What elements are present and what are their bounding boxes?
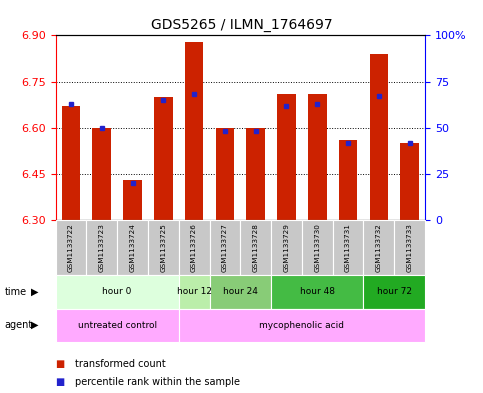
Bar xyxy=(246,128,265,220)
Bar xyxy=(400,143,419,220)
Bar xyxy=(308,94,327,220)
Bar xyxy=(123,180,142,220)
Bar xyxy=(277,94,296,220)
Text: GSM1133726: GSM1133726 xyxy=(191,223,197,272)
Bar xyxy=(240,220,271,275)
Bar xyxy=(394,220,425,275)
Text: GDS5265 / ILMN_1764697: GDS5265 / ILMN_1764697 xyxy=(151,18,332,32)
Bar xyxy=(179,220,210,275)
Text: ■: ■ xyxy=(56,377,68,387)
Text: hour 48: hour 48 xyxy=(300,287,335,296)
Bar xyxy=(271,275,364,309)
Bar xyxy=(92,128,111,220)
Text: mycophenolic acid: mycophenolic acid xyxy=(259,321,344,330)
Text: hour 72: hour 72 xyxy=(377,287,412,296)
Bar xyxy=(364,220,394,275)
Text: GSM1133723: GSM1133723 xyxy=(99,223,105,272)
Text: GSM1133724: GSM1133724 xyxy=(129,223,136,272)
Text: hour 0: hour 0 xyxy=(102,287,132,296)
Bar xyxy=(179,309,425,342)
Text: GSM1133727: GSM1133727 xyxy=(222,223,228,272)
Text: hour 12: hour 12 xyxy=(177,287,212,296)
Text: hour 24: hour 24 xyxy=(223,287,258,296)
Bar xyxy=(369,54,388,220)
Bar xyxy=(302,220,333,275)
Bar xyxy=(62,106,80,220)
Text: percentile rank within the sample: percentile rank within the sample xyxy=(75,377,240,387)
Text: ▶: ▶ xyxy=(31,320,39,330)
Bar xyxy=(148,220,179,275)
Bar xyxy=(154,97,172,220)
Bar xyxy=(86,220,117,275)
Text: GSM1133732: GSM1133732 xyxy=(376,223,382,272)
Text: untreated control: untreated control xyxy=(78,321,156,330)
Bar xyxy=(271,220,302,275)
Text: GSM1133728: GSM1133728 xyxy=(253,223,259,272)
Text: ▶: ▶ xyxy=(31,287,39,297)
Text: GSM1133725: GSM1133725 xyxy=(160,223,166,272)
Text: GSM1133729: GSM1133729 xyxy=(284,223,289,272)
Bar xyxy=(117,220,148,275)
Bar xyxy=(56,309,179,342)
Text: GSM1133733: GSM1133733 xyxy=(407,223,412,272)
Text: ■: ■ xyxy=(56,358,68,369)
Bar xyxy=(56,275,179,309)
Bar xyxy=(333,220,364,275)
Bar xyxy=(210,275,271,309)
Bar xyxy=(339,140,357,220)
Text: time: time xyxy=(5,287,27,297)
Bar xyxy=(210,220,240,275)
Text: transformed count: transformed count xyxy=(75,358,166,369)
Text: GSM1133731: GSM1133731 xyxy=(345,223,351,272)
Bar xyxy=(185,42,203,220)
Bar xyxy=(56,220,86,275)
Bar xyxy=(364,275,425,309)
Text: GSM1133722: GSM1133722 xyxy=(68,223,74,272)
Bar xyxy=(179,275,210,309)
Text: agent: agent xyxy=(5,320,33,330)
Text: GSM1133730: GSM1133730 xyxy=(314,223,320,272)
Bar xyxy=(215,128,234,220)
